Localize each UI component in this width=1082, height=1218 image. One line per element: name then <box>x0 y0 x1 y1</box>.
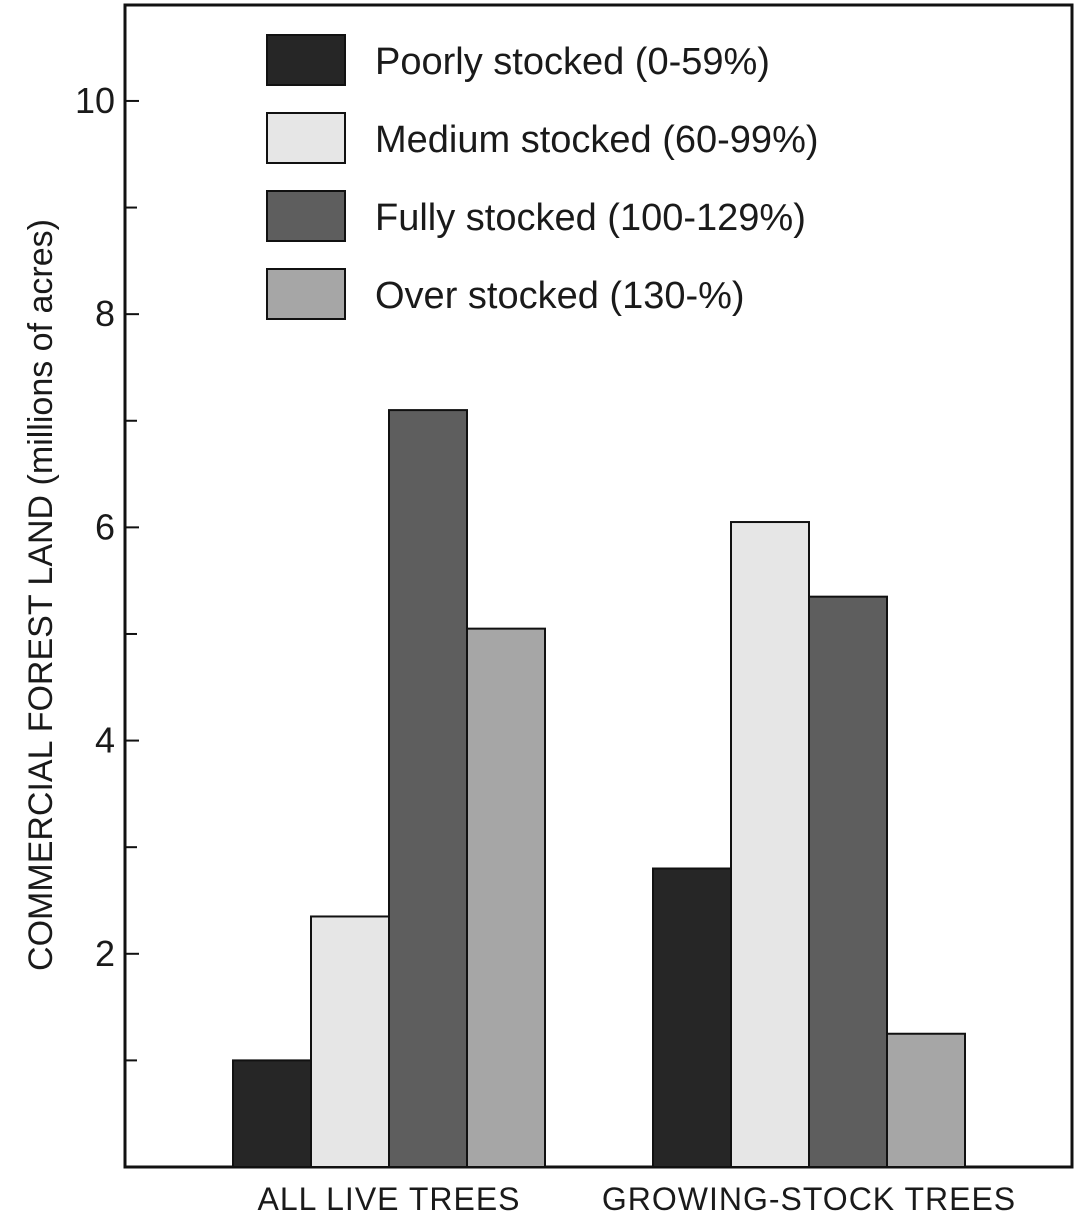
bar <box>466 627 546 1168</box>
bar <box>808 595 888 1168</box>
legend: Poorly stocked (0-59%) Medium stocked (60… <box>266 34 819 320</box>
legend-swatch <box>266 34 346 86</box>
bar <box>652 867 732 1168</box>
legend-label: Over stocked (130-%) <box>375 275 745 317</box>
plot-frame <box>123 3 1074 1169</box>
x-category-label: ALL LIVE TREES <box>257 1181 520 1217</box>
y-tick-label: 10 <box>75 80 115 121</box>
x-axis: ALL LIVE TREES GROWING-STOCK TREES <box>257 1181 1016 1217</box>
y-axis-label: COMMERCIAL FOREST LAND (millions of acre… <box>22 219 60 971</box>
y-tick-label: 2 <box>95 933 115 974</box>
legend-swatch <box>266 112 346 164</box>
bar <box>232 1059 312 1169</box>
bars <box>232 409 966 1169</box>
legend-swatch <box>266 190 346 242</box>
x-category-label: GROWING-STOCK TREES <box>602 1181 1016 1217</box>
legend-swatch <box>266 268 346 320</box>
legend-label: Medium stocked (60-99%) <box>375 119 819 161</box>
bar <box>730 521 810 1168</box>
y-tick-label: 8 <box>95 293 115 334</box>
bar <box>310 915 390 1168</box>
legend-label: Poorly stocked (0-59%) <box>375 41 770 83</box>
y-axis: 2 4 6 8 10 <box>75 80 139 1062</box>
bar <box>886 1032 966 1169</box>
legend-label: Fully stocked (100-129%) <box>375 197 806 239</box>
y-tick-label: 4 <box>95 720 115 761</box>
bar <box>388 409 468 1169</box>
y-tick-label: 6 <box>95 506 115 547</box>
